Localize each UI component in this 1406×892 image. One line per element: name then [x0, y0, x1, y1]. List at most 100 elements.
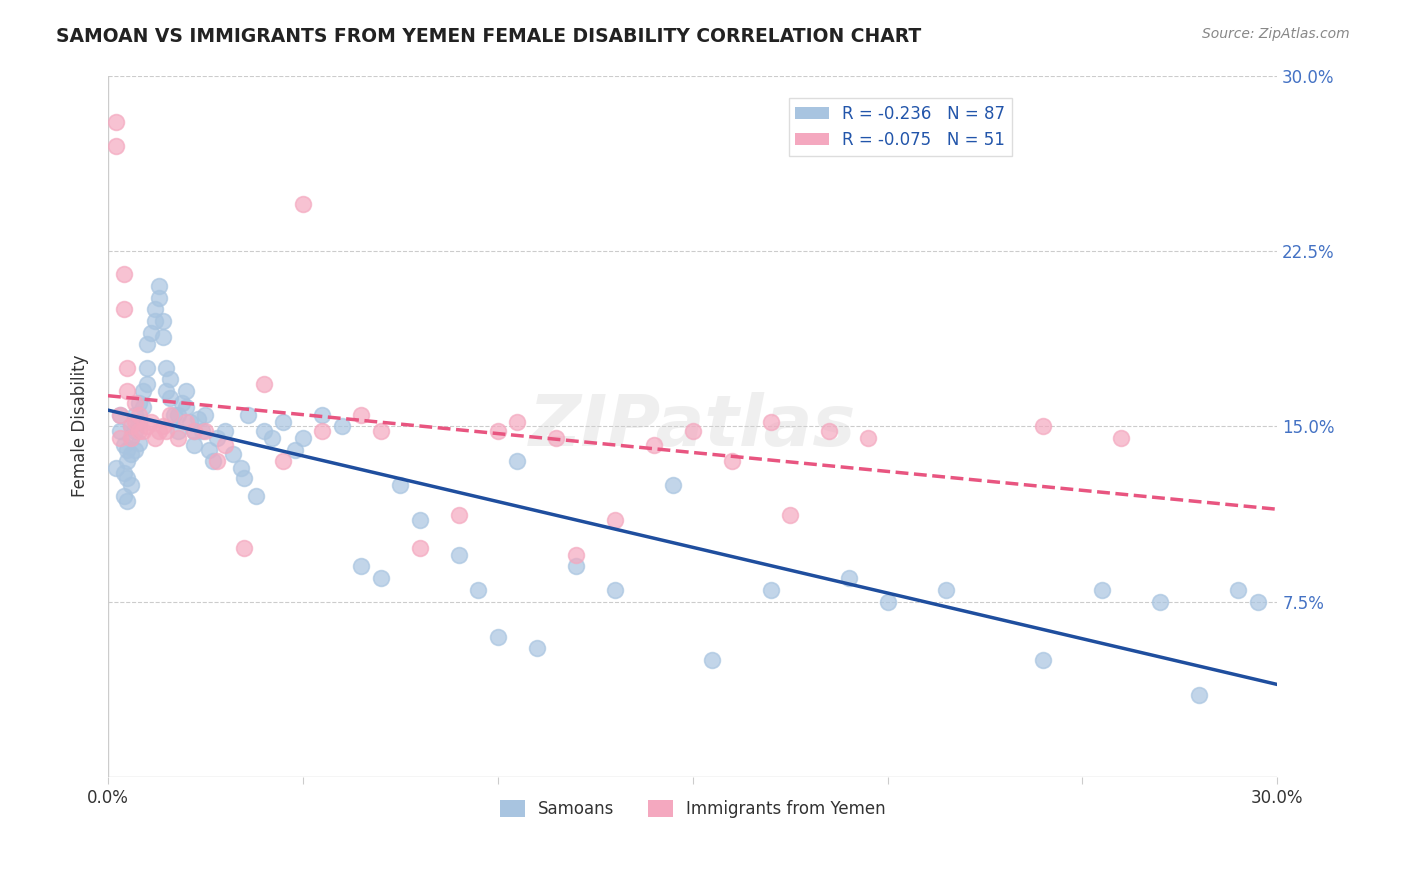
Point	[759, 415, 782, 429]
Point	[662, 477, 685, 491]
Point	[194, 408, 217, 422]
Point	[700, 653, 723, 667]
Point	[155, 360, 177, 375]
Point	[233, 470, 256, 484]
Point	[112, 466, 135, 480]
Point	[148, 424, 170, 438]
Point	[291, 197, 314, 211]
Point	[152, 419, 174, 434]
Point	[159, 391, 181, 405]
Point	[1188, 688, 1211, 702]
Point	[187, 412, 209, 426]
Point	[214, 424, 236, 438]
Point	[155, 384, 177, 398]
Point	[467, 582, 489, 597]
Text: Source: ZipAtlas.com: Source: ZipAtlas.com	[1202, 27, 1350, 41]
Point	[128, 396, 150, 410]
Point	[198, 442, 221, 457]
Point	[350, 408, 373, 422]
Point	[447, 548, 470, 562]
Point	[1091, 582, 1114, 597]
Text: ZIPatlas: ZIPatlas	[529, 392, 856, 460]
Point	[194, 424, 217, 438]
Point	[170, 396, 193, 410]
Point	[132, 401, 155, 415]
Point	[112, 267, 135, 281]
Point	[526, 641, 548, 656]
Point	[128, 415, 150, 429]
Point	[117, 360, 139, 375]
Point	[190, 424, 212, 438]
Point	[311, 408, 333, 422]
Point	[143, 314, 166, 328]
Point	[229, 461, 252, 475]
Point	[124, 442, 146, 457]
Point	[139, 326, 162, 340]
Point	[104, 461, 127, 475]
Point	[179, 415, 201, 429]
Point	[120, 447, 142, 461]
Point	[222, 447, 245, 461]
Point	[108, 408, 131, 422]
Point	[174, 401, 197, 415]
Point	[159, 408, 181, 422]
Point	[128, 408, 150, 422]
Point	[117, 384, 139, 398]
Point	[136, 360, 159, 375]
Point	[155, 424, 177, 438]
Point	[117, 470, 139, 484]
Point	[603, 513, 626, 527]
Point	[253, 424, 276, 438]
Point	[112, 302, 135, 317]
Point	[546, 431, 568, 445]
Point	[370, 571, 392, 585]
Point	[120, 431, 142, 445]
Point	[370, 424, 392, 438]
Point	[183, 424, 205, 438]
Point	[1149, 594, 1171, 608]
Point	[120, 477, 142, 491]
Point	[112, 438, 135, 452]
Point	[128, 435, 150, 450]
Point	[148, 291, 170, 305]
Point	[238, 408, 260, 422]
Point	[159, 372, 181, 386]
Legend: Samoans, Immigrants from Yemen: Samoans, Immigrants from Yemen	[494, 793, 893, 824]
Point	[108, 431, 131, 445]
Point	[506, 454, 529, 468]
Point	[564, 548, 586, 562]
Point	[124, 408, 146, 422]
Point	[1032, 419, 1054, 434]
Point	[273, 415, 295, 429]
Y-axis label: Female Disability: Female Disability	[72, 355, 89, 498]
Point	[132, 424, 155, 438]
Point	[167, 431, 190, 445]
Point	[104, 138, 127, 153]
Point	[1032, 653, 1054, 667]
Point	[143, 302, 166, 317]
Point	[117, 494, 139, 508]
Point	[350, 559, 373, 574]
Point	[818, 424, 841, 438]
Point	[205, 431, 228, 445]
Point	[291, 431, 314, 445]
Point	[856, 431, 879, 445]
Point	[205, 454, 228, 468]
Point	[779, 508, 801, 522]
Point	[120, 419, 142, 434]
Point	[389, 477, 412, 491]
Point	[120, 431, 142, 445]
Point	[202, 454, 225, 468]
Point	[1247, 594, 1270, 608]
Point	[152, 314, 174, 328]
Point	[139, 415, 162, 429]
Point	[447, 508, 470, 522]
Point	[104, 115, 127, 129]
Point	[935, 582, 957, 597]
Point	[136, 419, 159, 434]
Point	[838, 571, 860, 585]
Point	[1111, 431, 1133, 445]
Point	[214, 438, 236, 452]
Point	[183, 424, 205, 438]
Point	[245, 489, 267, 503]
